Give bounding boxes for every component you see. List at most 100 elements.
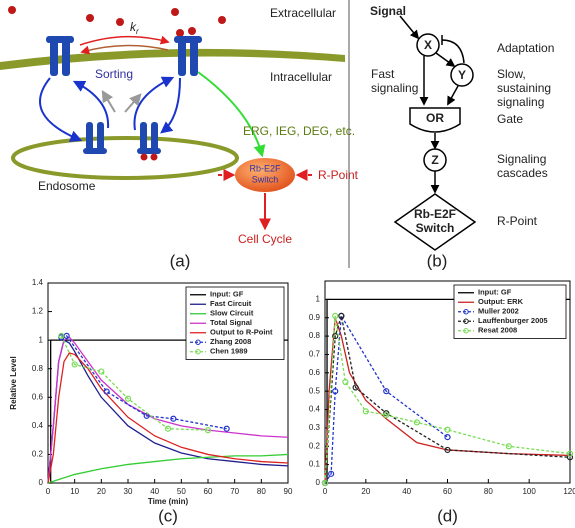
endosome bbox=[13, 138, 237, 178]
switch-label: Rb-E2F bbox=[414, 207, 456, 221]
x-tick-label: 0 bbox=[323, 487, 328, 496]
legend-label: Muller 2002 bbox=[478, 307, 519, 316]
y-tick-label: 1.2 bbox=[32, 307, 44, 316]
y-tick-label: 0.4 bbox=[32, 421, 44, 430]
y-tick-label: 0.8 bbox=[309, 331, 321, 340]
edge bbox=[448, 86, 458, 104]
legend-label: Chen 1989 bbox=[210, 347, 248, 356]
x-tick-label: 60 bbox=[443, 487, 452, 496]
charts: 010203040506070809000.20.40.60.811.21.4T… bbox=[9, 278, 575, 525]
chart: 0 10 20 30 40 50 60 70 80 90 0 0.2 0.4 0.6 0.8 1 1.2 1.4 T… bbox=[9, 278, 293, 525]
y-tick-label: 0 bbox=[39, 478, 44, 487]
y-tick-label: 0.5 bbox=[309, 386, 321, 395]
legend-label: Zhang 2008 bbox=[210, 337, 251, 346]
fast-label: signaling bbox=[371, 81, 418, 95]
y-tick-label: 0.4 bbox=[309, 405, 321, 414]
extracellular-label: Extracellular bbox=[270, 6, 336, 20]
y-tick-label: 0.6 bbox=[32, 392, 44, 401]
y-tick-label: 1 bbox=[39, 335, 44, 344]
x-tick-label: 30 bbox=[124, 487, 133, 496]
x-tick-label: 0 bbox=[46, 487, 51, 496]
y-tick-label: 0.2 bbox=[309, 441, 321, 450]
x-axis-label: Time (min) bbox=[148, 497, 189, 506]
x-tick-label: 80 bbox=[484, 487, 493, 496]
edge bbox=[436, 53, 454, 66]
ligand bbox=[188, 27, 196, 35]
panel-label: (d) bbox=[437, 506, 458, 525]
chart: 0 20 40 60 80 100 120 0 0.1 0.2 0.3 0.4 0.5 0.6 0.7 0.8… bbox=[309, 281, 575, 525]
slow-label: Slow, bbox=[497, 67, 526, 81]
panel-label: (b) bbox=[427, 251, 448, 270]
panel-b: Signal X Y Adaptation Fast signaling Slo… bbox=[370, 4, 554, 270]
y-tick-label: 0.1 bbox=[309, 460, 321, 469]
switch-label: Switch bbox=[252, 174, 279, 184]
x-tick-label: 90 bbox=[284, 487, 293, 496]
switch-label: Rb-E2F bbox=[249, 163, 281, 173]
y-tick-label: 1 bbox=[316, 294, 321, 303]
rate-label: kr bbox=[130, 20, 139, 36]
binding-arrow bbox=[80, 37, 168, 45]
x-tick-label: 40 bbox=[150, 487, 159, 496]
ligand bbox=[176, 29, 184, 37]
node-label: X bbox=[424, 38, 432, 52]
y-tick-label: 0.6 bbox=[309, 368, 321, 377]
y-tick-label: 0.8 bbox=[32, 364, 44, 373]
cascades-label: Signaling bbox=[497, 152, 546, 166]
rpoint-label: R-Point bbox=[318, 168, 359, 182]
sorting-label: Sorting bbox=[95, 67, 133, 81]
y-axis-label: Relative Level bbox=[9, 356, 18, 409]
x-tick-label: 40 bbox=[402, 487, 411, 496]
x-tick-label: 80 bbox=[257, 487, 266, 496]
x-tick-label: 60 bbox=[204, 487, 213, 496]
internalization-arrow bbox=[162, 78, 180, 132]
ligand bbox=[116, 18, 124, 26]
node-label: Y bbox=[458, 68, 466, 82]
gate-node-label: OR bbox=[426, 111, 444, 125]
edge bbox=[400, 16, 418, 38]
legend-label: Total Signal bbox=[210, 318, 252, 327]
cascades-label: cascades bbox=[497, 166, 548, 180]
legend-label: Fast Circuit bbox=[210, 299, 252, 308]
rate-subscript: r bbox=[136, 27, 139, 36]
ligand bbox=[171, 8, 179, 16]
panel-label: (a) bbox=[170, 251, 191, 270]
gate-label: Gate bbox=[497, 112, 523, 126]
ligand bbox=[86, 14, 94, 22]
cell-cycle-label: Cell Cycle bbox=[238, 232, 292, 246]
legend-label: Input: GF bbox=[478, 288, 512, 297]
legend-label: Input: GF bbox=[210, 290, 244, 299]
internalization-arrow bbox=[40, 78, 80, 140]
recycling-arrow bbox=[75, 82, 108, 128]
adaptation-label: Adaptation bbox=[497, 41, 554, 55]
slow-label: signaling bbox=[497, 95, 544, 109]
x-tick-label: 10 bbox=[70, 487, 79, 496]
y-tick-label: 0.9 bbox=[309, 313, 321, 322]
x-tick-label: 100 bbox=[522, 487, 536, 496]
y-tick-label: 0 bbox=[316, 478, 321, 487]
panel-label: (c) bbox=[158, 506, 178, 525]
slow-label: sustaining bbox=[497, 81, 551, 95]
y-tick-label: 1.4 bbox=[32, 278, 44, 287]
rpoint-label: R-Point bbox=[497, 214, 538, 228]
endosome-label: Endosome bbox=[38, 179, 96, 193]
panel-a: kr Extracellular Intracellular Sorting E… bbox=[0, 6, 359, 270]
x-tick-label: 20 bbox=[361, 487, 370, 496]
y-tick-label: 0.3 bbox=[309, 423, 321, 432]
x-tick-label: 70 bbox=[230, 487, 239, 496]
x-tick-label: 120 bbox=[563, 487, 575, 496]
fast-label: Fast bbox=[371, 67, 395, 81]
ligand bbox=[8, 6, 16, 14]
figure: kr Extracellular Intracellular Sorting E… bbox=[0, 0, 575, 528]
legend-label: Output: ERK bbox=[478, 297, 524, 306]
y-tick-label: 0.2 bbox=[32, 450, 44, 459]
x-tick-label: 20 bbox=[97, 487, 106, 496]
y-tick-label: 0.7 bbox=[309, 350, 321, 359]
legend-label: Resat 2008 bbox=[478, 326, 517, 335]
legend-label: Slow Circuit bbox=[210, 309, 254, 318]
intracellular-label: Intracellular bbox=[270, 70, 332, 84]
genes-label: ERG, IEG, DEG, etc. bbox=[243, 124, 355, 138]
x-tick-label: 50 bbox=[177, 487, 186, 496]
ligand bbox=[218, 16, 226, 24]
receptor bbox=[137, 122, 161, 161]
legend-label: Lauffenburger 2005 bbox=[478, 316, 548, 325]
